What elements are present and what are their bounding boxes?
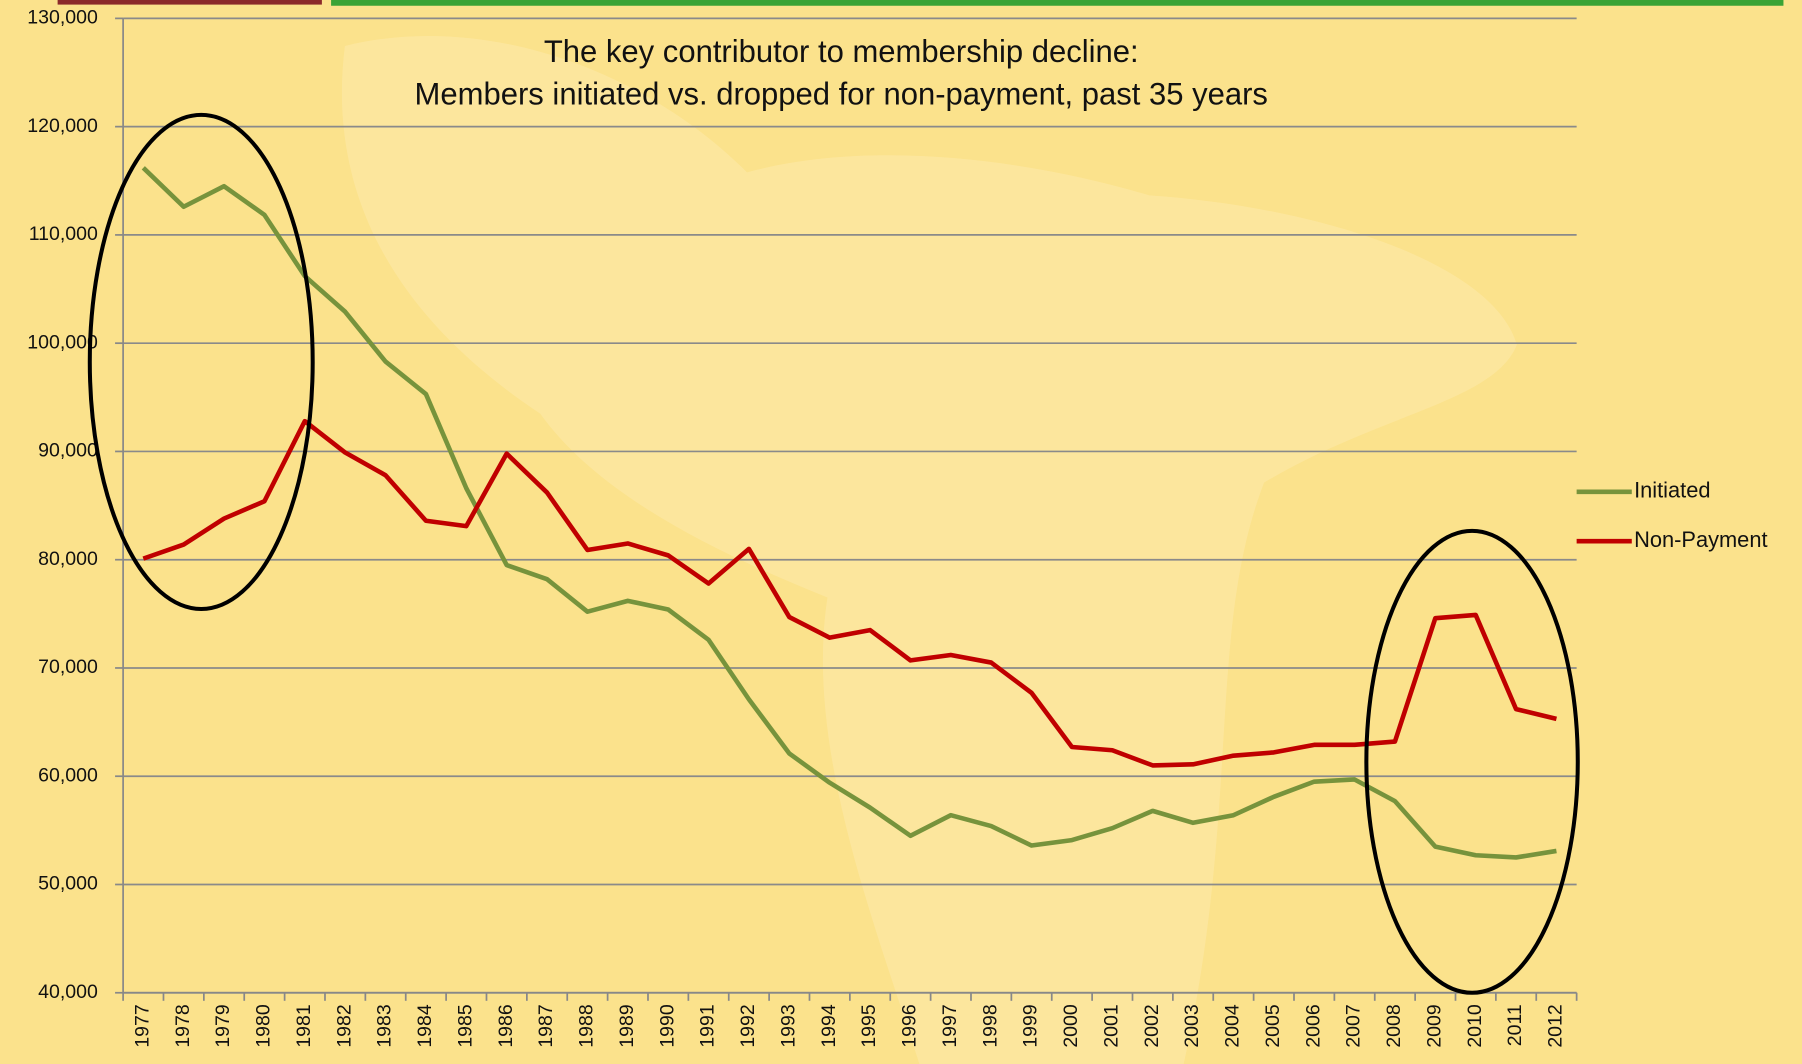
x-tick-label: 1982	[333, 1004, 355, 1047]
x-tick-label: 1978	[172, 1004, 194, 1047]
header-bar	[58, 0, 322, 5]
x-tick-label: 1994	[818, 1004, 840, 1048]
y-tick-label: 80,000	[38, 548, 98, 570]
y-tick-label: 40,000	[38, 981, 98, 1003]
y-tick-label: 90,000	[38, 440, 98, 462]
x-tick-label: 2003	[1181, 1004, 1203, 1047]
y-tick-label: 60,000	[38, 764, 98, 786]
x-tick-label: 2007	[1343, 1004, 1365, 1047]
y-tick-label: 70,000	[38, 656, 98, 678]
x-tick-label: 2005	[1262, 1004, 1284, 1048]
x-tick-label: 1997	[939, 1004, 961, 1047]
x-tick-label: 1980	[253, 1004, 275, 1048]
x-tick-label: 1990	[656, 1004, 678, 1048]
x-tick-label: 1985	[454, 1004, 476, 1048]
chart: The key contributor to membership declin…	[0, 0, 1802, 1064]
y-tick-label: 130,000	[27, 7, 98, 29]
x-tick-label: 2012	[1545, 1004, 1567, 1047]
x-tick-label: 1981	[293, 1004, 315, 1047]
y-tick-label: 100,000	[27, 331, 98, 353]
x-tick-label: 2001	[1100, 1004, 1122, 1047]
y-tick-label: 110,000	[29, 223, 98, 245]
x-tick-label: 2008	[1383, 1004, 1405, 1047]
x-tick-label: 1989	[616, 1004, 638, 1047]
x-tick-label: 1995	[858, 1004, 880, 1048]
x-tick-label: 1999	[1020, 1004, 1042, 1047]
header-bar	[331, 0, 1783, 6]
x-tick-label: 1986	[495, 1004, 517, 1047]
y-tick-label: 120,000	[27, 115, 98, 137]
y-tick-label: 50,000	[38, 873, 98, 895]
x-tick-label: 2011	[1504, 1004, 1526, 1046]
legend-label: Initiated	[1634, 478, 1710, 503]
x-tick-label: 2006	[1302, 1004, 1324, 1047]
x-tick-label: 1977	[131, 1004, 153, 1047]
x-tick-label: 1983	[374, 1004, 396, 1047]
x-tick-label: 1993	[777, 1004, 799, 1047]
legend-label: Non-Payment	[1634, 527, 1767, 552]
x-tick-label: 2010	[1464, 1004, 1486, 1048]
page: {"chart_data": {"type": "line", "title":…	[0, 0, 1802, 1064]
chart-title: The key contributor to membership declin…	[544, 34, 1139, 69]
x-tick-label: 1987	[535, 1004, 557, 1047]
x-tick-label: 2000	[1060, 1004, 1082, 1048]
x-tick-label: 1998	[979, 1004, 1001, 1047]
x-tick-label: 2002	[1141, 1004, 1163, 1047]
x-tick-label: 1996	[899, 1004, 921, 1047]
x-tick-label: 1979	[212, 1004, 234, 1047]
x-tick-label: 2009	[1423, 1004, 1445, 1047]
x-tick-label: 1984	[414, 1004, 436, 1048]
x-tick-label: 1991	[697, 1004, 719, 1047]
chart-subtitle: Members initiated vs. dropped for non-pa…	[415, 77, 1268, 112]
x-tick-label: 1992	[737, 1004, 759, 1047]
x-tick-label: 2004	[1222, 1004, 1244, 1048]
x-tick-label: 1988	[576, 1004, 598, 1047]
